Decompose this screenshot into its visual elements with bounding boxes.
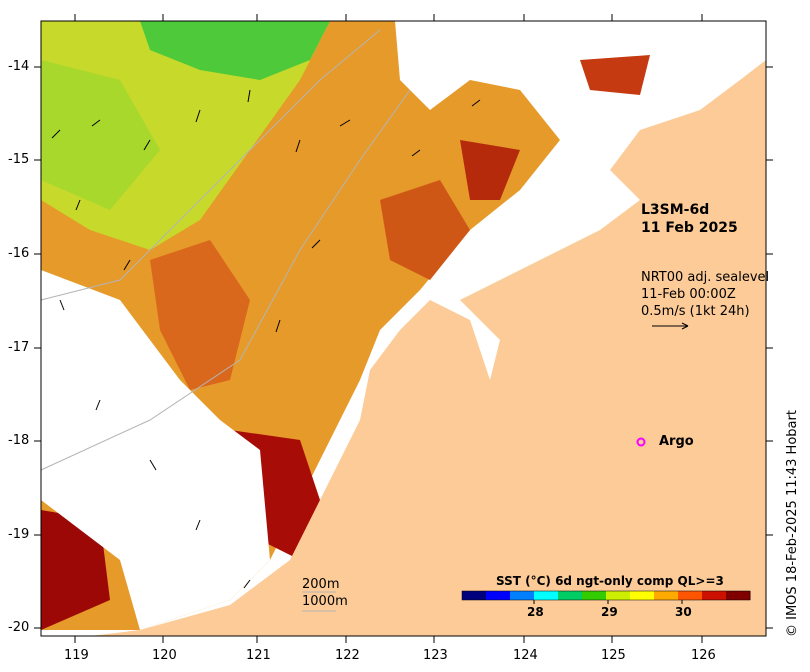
colorbar-swatch: [558, 591, 583, 600]
isobath-200-label: 200m: [302, 577, 340, 592]
lat-tick-label: -15: [8, 152, 30, 167]
colorbar-frame: [461, 590, 751, 601]
lat-tick-label: -18: [8, 433, 30, 448]
lat-tick-label: -14: [8, 59, 30, 74]
date-label: 11 Feb 2025: [641, 220, 738, 236]
argo-label: Argo: [659, 434, 694, 449]
argo-float-marker: [636, 437, 646, 447]
colorbar-tick-label: 28: [527, 605, 544, 619]
colorbar-ticks: [533, 600, 683, 604]
lon-ticks: [74, 14, 703, 643]
isobath-line: [40, 29, 381, 301]
lon-tick-label: 123: [423, 648, 448, 663]
colorbar-tick-label: 30: [675, 605, 692, 619]
colorbar-swatch: [462, 591, 487, 600]
colorbar-swatch: [678, 591, 703, 600]
lat-ticks: [34, 66, 773, 629]
colorbar-swatch: [726, 591, 751, 600]
current-vectors: [51, 89, 481, 589]
current-time-label: 11-Feb 00:00Z: [641, 287, 736, 302]
colorbar-swatch: [702, 591, 727, 600]
vector-scale-arrow: [652, 322, 689, 330]
colorbar-tick-label: 29: [601, 605, 618, 619]
credit-label: © IMOS 18-Feb-2025 11:43 Hobart: [785, 410, 800, 637]
colorbar-swatch: [606, 591, 631, 600]
lat-tick-label: -19: [8, 527, 30, 542]
colorbar-swatch: [534, 591, 559, 600]
isobath-line: [40, 89, 411, 471]
lat-tick-label: -20: [8, 620, 30, 635]
vector-scale-label: 0.5m/s (1kt 24h): [641, 304, 750, 319]
colorbar-swatch: [486, 591, 511, 600]
lon-tick-label: 119: [64, 648, 89, 663]
lon-tick-label: 125: [601, 648, 626, 663]
colorbar-swatch: [510, 591, 535, 600]
lat-tick-label: -16: [8, 246, 30, 261]
colorbar-swatch: [630, 591, 655, 600]
product-label: L3SM-6d: [641, 202, 710, 218]
sst-field: [41, 21, 650, 630]
colorbar-title: SST (°C) 6d ngt-only comp QL>=3: [496, 574, 724, 588]
lon-tick-label: 124: [513, 648, 538, 663]
lon-tick-label: 122: [335, 648, 360, 663]
colorbar-swatch: [654, 591, 679, 600]
land-mass: [90, 21, 766, 636]
current-source-label: NRT00 adj. sealevel: [641, 270, 770, 285]
colorbar: [462, 591, 751, 600]
lon-tick-label: 121: [246, 648, 271, 663]
lat-tick-label: -17: [8, 340, 30, 355]
lon-tick-label: 126: [691, 648, 716, 663]
plot-frame: [40, 20, 767, 637]
colorbar-swatch: [582, 591, 607, 600]
lon-tick-label: 120: [152, 648, 177, 663]
isobath-1000-label: 1000m: [302, 594, 348, 609]
